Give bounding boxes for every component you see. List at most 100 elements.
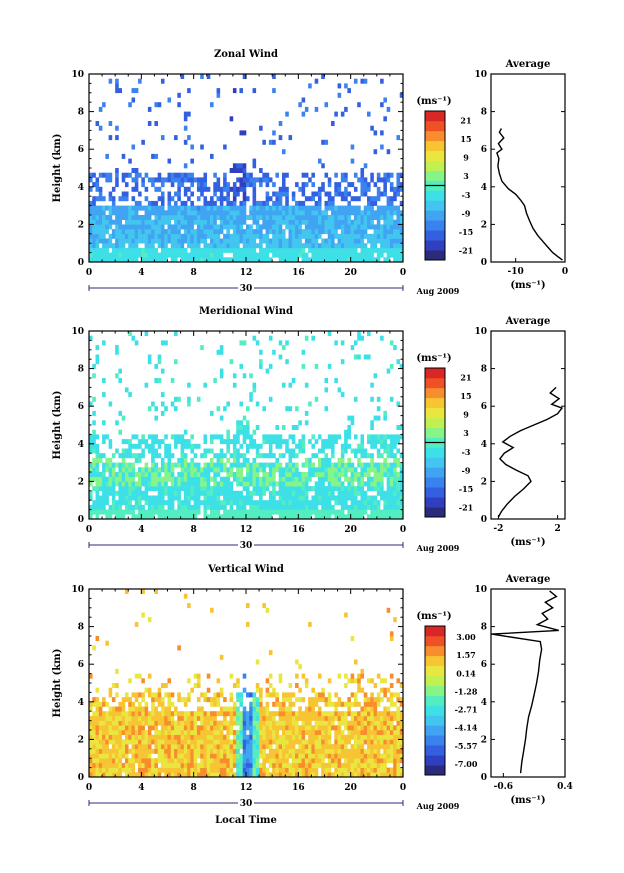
heatmap-cell (105, 772, 109, 778)
heatmap-cell (121, 495, 126, 501)
heatmap-cell (92, 429, 96, 435)
heatmap-cell (193, 443, 198, 449)
heatmap-cell (196, 182, 201, 188)
heatmap-cell (295, 504, 299, 510)
heatmap-cell (170, 744, 175, 750)
heatmap-cell (363, 725, 368, 731)
heatmap-cell (363, 453, 368, 459)
heatmap-cell (170, 692, 175, 698)
heatmap-cell (138, 725, 142, 731)
heatmap-cell (239, 711, 244, 717)
heatmap-cell (308, 229, 312, 235)
heatmap-cell (98, 725, 103, 731)
heatmap-cell (324, 748, 329, 754)
heatmap-cell (164, 406, 168, 412)
heatmap-cell (350, 711, 355, 717)
heatmap-cell (183, 762, 188, 768)
heatmap-cell (288, 762, 293, 768)
heatmap-cell (229, 692, 234, 698)
heatmap-cell (131, 443, 136, 449)
heatmap-cell (268, 219, 273, 225)
heatmap-cell (190, 462, 194, 468)
heatmap-cell (180, 243, 185, 249)
heatmap-cell (265, 504, 270, 510)
heatmap-cell (232, 205, 237, 211)
heatmap-cell (154, 476, 158, 482)
heatmap-cell (249, 205, 253, 211)
heatmap-cell (246, 772, 250, 778)
heatmap-cell (242, 247, 247, 253)
heatmap-cell (340, 205, 345, 211)
heatmap-cell (298, 739, 302, 745)
heatmap-cell (252, 243, 257, 249)
heatmap-cell (105, 219, 109, 225)
heatmap-cell (363, 210, 368, 216)
heatmap-cell (353, 730, 358, 735)
heatmap-cell (386, 509, 391, 515)
heatmap-cell (344, 229, 348, 235)
heatmap-cell (321, 462, 325, 468)
heatmap-cell (95, 734, 100, 740)
heatmap-cell (92, 233, 96, 239)
heatmap-cell (183, 744, 188, 750)
heatmap-cell (396, 495, 401, 501)
heatmap-cell (203, 767, 208, 773)
heatmap-cell (183, 476, 188, 482)
heatmap-cell (174, 439, 178, 445)
heatmap-cell (89, 701, 93, 707)
heatmap-cell (360, 730, 365, 735)
heatmap-cell (337, 730, 342, 735)
heatmap-cell (108, 767, 113, 773)
heatmap-cell (239, 762, 244, 768)
heatmap-cell (396, 135, 401, 141)
heatmap-cell (102, 229, 106, 235)
heatmap-cell (203, 210, 208, 216)
heatmap-cell (102, 762, 106, 768)
heatmap-cell (321, 243, 325, 249)
heatmap-cell (295, 500, 299, 506)
heatmap-cell (115, 238, 119, 244)
heatmap-cell (141, 715, 145, 721)
heatmap-cell (380, 238, 384, 244)
heatmap-cell (399, 172, 404, 178)
heatmap-cell (157, 509, 162, 515)
heatmap-cell (111, 753, 116, 759)
heatmap-cell (304, 514, 309, 520)
heatmap-cell (151, 200, 155, 206)
heatmap-cell (219, 191, 224, 197)
heatmap-cell (350, 462, 355, 468)
heatmap-cell (265, 701, 270, 707)
heatmap-cell (105, 715, 109, 721)
heatmap-cell (206, 687, 211, 693)
heatmap-cell (89, 720, 93, 726)
heatmap-cell (389, 233, 394, 239)
heatmap-cell (174, 229, 178, 235)
heatmap-cell (301, 210, 306, 216)
heatmap-cell (134, 168, 139, 173)
heatmap-cell (180, 767, 185, 773)
heatmap-cell (288, 247, 293, 253)
heatmap-cell (386, 734, 391, 740)
heatmap-cell (95, 252, 100, 258)
heatmap-cell (278, 701, 283, 707)
heatmap-cell (92, 196, 96, 202)
heatmap-cell (327, 182, 332, 188)
heatmap-cell (278, 229, 283, 235)
heatmap-cell (138, 191, 142, 197)
heatmap-cell (337, 233, 342, 239)
heatmap-cell (141, 514, 145, 520)
heatmap-cell (170, 434, 175, 440)
heatmap-cell (311, 219, 315, 225)
heatmap-cell (193, 238, 198, 244)
heatmap-cell (187, 725, 191, 731)
heatmap-cell (196, 490, 201, 496)
heatmap-cell (180, 457, 185, 463)
heatmap-cell (347, 753, 351, 759)
heatmap-cell (203, 247, 208, 253)
heatmap-cell (121, 467, 126, 473)
heatmap-cell (340, 509, 345, 515)
heatmap-cell (367, 354, 371, 360)
heatmap-cell (311, 730, 315, 735)
heatmap-cell (219, 500, 224, 506)
heatmap-cell (281, 177, 286, 183)
